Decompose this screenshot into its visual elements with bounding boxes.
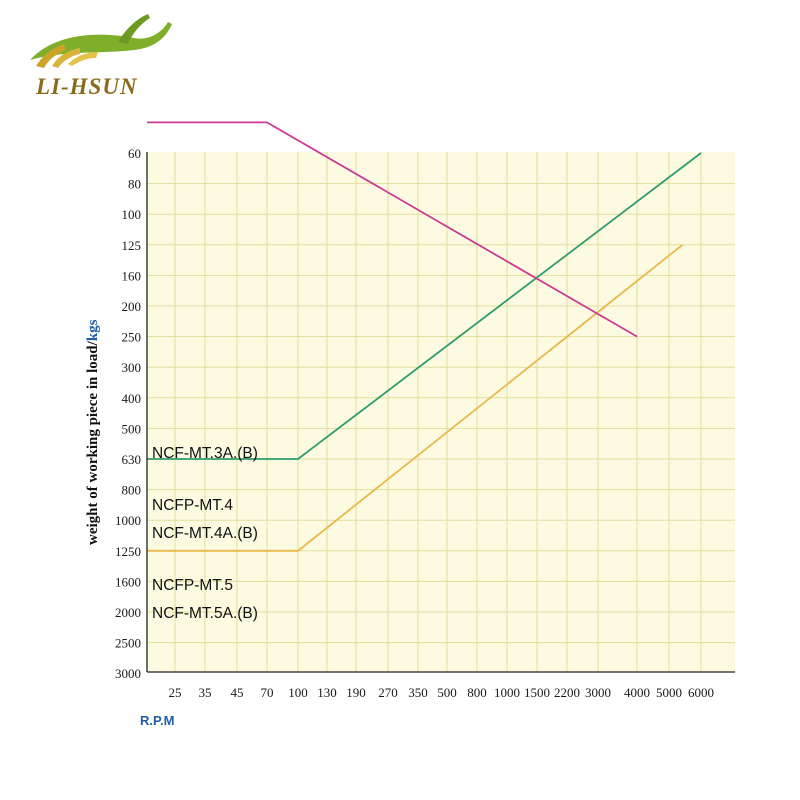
x-tick-label: 25 xyxy=(169,685,182,700)
y-tick-label: 100 xyxy=(122,207,142,222)
y-tick-label: 1250 xyxy=(115,544,141,559)
y-tick-label: 80 xyxy=(128,177,141,192)
x-tick-label: 5000 xyxy=(656,685,682,700)
x-tick-label: 800 xyxy=(467,685,487,700)
x-tick-label: 500 xyxy=(437,685,457,700)
x-tick-labels: 25 35 45 70 100 130 190 270 350 500 800 1000 1500 220… xyxy=(169,685,715,700)
y-tick-label: 1000 xyxy=(115,513,141,528)
y-axis-label: weight of working piece in load/kgs xyxy=(85,319,101,545)
series-lines xyxy=(147,121,702,552)
y-tick-label: 60 xyxy=(128,146,141,161)
y-tick-label: 3000 xyxy=(115,666,141,681)
x-tick-label: 1500 xyxy=(524,685,550,700)
y-tick-label: 400 xyxy=(122,391,142,406)
logo-emblem xyxy=(30,14,172,68)
x-tick-label: 3000 xyxy=(585,685,611,700)
x-tick-label: 4000 xyxy=(624,685,650,700)
plot-area xyxy=(147,152,735,672)
series-label: NCF-MT.4A.(B) xyxy=(152,525,258,542)
y-tick-label: 630 xyxy=(122,452,142,467)
y-tick-label: 2500 xyxy=(115,636,141,651)
x-axis-label: R.P.M xyxy=(140,713,174,728)
x-tick-label: 350 xyxy=(408,685,428,700)
y-tick-label: 500 xyxy=(122,421,142,436)
series-line xyxy=(147,244,684,552)
y-tick-label: 800 xyxy=(122,483,142,498)
x-tick-label: 1000 xyxy=(494,685,520,700)
series-label: NCF-MT.3A.(B) xyxy=(152,445,258,462)
x-tick-label: 45 xyxy=(231,685,244,700)
y-tick-label: 160 xyxy=(122,268,142,283)
x-tick-label: 35 xyxy=(199,685,212,700)
series-line xyxy=(147,152,702,460)
y-tick-label: 125 xyxy=(122,238,142,253)
y-tick-label: 300 xyxy=(122,360,142,375)
series-label: NCFP-MT.5 xyxy=(152,577,233,594)
y-tick-label: 250 xyxy=(122,330,142,345)
series-label: NCFP-MT.4 xyxy=(152,497,233,514)
y-tick-labels: 60 80 100 125 160 200 250 300 400 500 630 800 1000 12… xyxy=(115,146,141,681)
y-tick-label: 200 xyxy=(122,299,142,314)
y-tick-label: 1600 xyxy=(115,574,141,589)
x-tick-label: 190 xyxy=(346,685,366,700)
x-tick-label: 130 xyxy=(317,685,337,700)
y-tick-label: 2000 xyxy=(115,605,141,620)
series-label: NCF-MT.5A.(B) xyxy=(152,605,258,622)
x-tick-label: 2200 xyxy=(554,685,580,700)
series-labels: NCF-MT.3A.(B) NCFP-MT.4 NCF-MT.4A.(B) NCFP-… xyxy=(152,445,258,622)
x-tick-label: 100 xyxy=(288,685,308,700)
x-tick-label: 70 xyxy=(261,685,274,700)
brand-name: LI-HSUN xyxy=(36,74,138,99)
x-tick-label: 6000 xyxy=(688,685,714,700)
x-tick-label: 270 xyxy=(378,685,398,700)
series-line xyxy=(147,121,638,338)
